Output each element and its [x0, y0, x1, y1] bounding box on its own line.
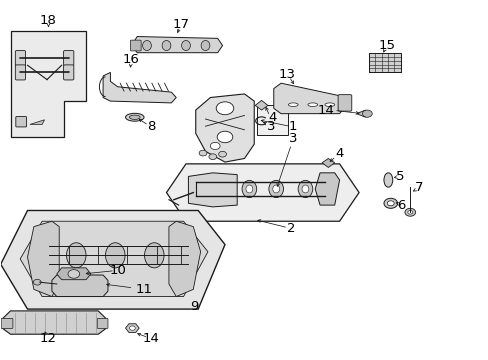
Polygon shape: [52, 275, 108, 297]
Ellipse shape: [142, 41, 151, 50]
FancyBboxPatch shape: [15, 50, 25, 66]
Circle shape: [217, 131, 232, 143]
Ellipse shape: [288, 103, 298, 107]
Circle shape: [129, 326, 135, 330]
Polygon shape: [315, 173, 339, 205]
Circle shape: [407, 211, 412, 214]
FancyBboxPatch shape: [368, 53, 400, 72]
Circle shape: [218, 151, 226, 157]
Polygon shape: [195, 94, 254, 162]
Ellipse shape: [302, 185, 308, 193]
Ellipse shape: [383, 173, 392, 187]
Ellipse shape: [129, 115, 140, 120]
Text: 5: 5: [395, 170, 404, 183]
Ellipse shape: [268, 180, 283, 198]
Polygon shape: [30, 120, 44, 125]
Ellipse shape: [162, 41, 170, 50]
Text: 4: 4: [335, 147, 343, 159]
Circle shape: [386, 201, 393, 206]
Ellipse shape: [272, 185, 279, 193]
Text: 4: 4: [268, 111, 276, 124]
Text: 11: 11: [136, 283, 153, 296]
Polygon shape: [322, 158, 334, 167]
Ellipse shape: [245, 185, 252, 193]
FancyBboxPatch shape: [130, 40, 141, 51]
Polygon shape: [166, 164, 358, 221]
Text: 12: 12: [40, 332, 57, 345]
Polygon shape: [168, 221, 200, 297]
Text: 14: 14: [317, 104, 334, 117]
Ellipse shape: [144, 243, 163, 268]
FancyBboxPatch shape: [16, 117, 26, 127]
Ellipse shape: [325, 103, 334, 107]
Circle shape: [199, 150, 206, 156]
Polygon shape: [131, 37, 222, 53]
Circle shape: [404, 208, 415, 216]
Circle shape: [33, 279, 41, 285]
Circle shape: [362, 110, 371, 117]
Text: 13: 13: [278, 68, 295, 81]
FancyBboxPatch shape: [15, 65, 25, 80]
Text: 6: 6: [397, 199, 405, 212]
FancyBboxPatch shape: [63, 50, 74, 66]
Polygon shape: [11, 31, 86, 137]
Text: 3: 3: [266, 120, 275, 133]
Text: 16: 16: [122, 53, 140, 66]
Polygon shape: [0, 211, 224, 309]
Polygon shape: [273, 83, 346, 114]
Text: 14: 14: [142, 332, 159, 345]
Text: 10: 10: [109, 264, 126, 277]
Text: 3: 3: [288, 132, 297, 145]
Polygon shape: [188, 173, 237, 207]
Ellipse shape: [307, 103, 317, 107]
Polygon shape: [356, 110, 365, 117]
Text: 7: 7: [414, 181, 423, 194]
Ellipse shape: [105, 243, 125, 268]
FancyBboxPatch shape: [97, 319, 108, 328]
Text: 18: 18: [40, 14, 57, 27]
Polygon shape: [103, 72, 176, 103]
Circle shape: [208, 154, 216, 159]
Ellipse shape: [125, 113, 144, 121]
Ellipse shape: [201, 41, 209, 50]
FancyBboxPatch shape: [337, 95, 351, 111]
FancyBboxPatch shape: [63, 65, 74, 80]
Ellipse shape: [66, 243, 86, 268]
Polygon shape: [255, 100, 267, 110]
Polygon shape: [57, 268, 91, 280]
Circle shape: [68, 270, 80, 278]
Text: 2: 2: [286, 222, 294, 235]
Text: 17: 17: [172, 18, 189, 31]
Circle shape: [210, 142, 220, 149]
Polygon shape: [27, 221, 59, 297]
Circle shape: [383, 198, 397, 208]
Polygon shape: [3, 311, 105, 334]
Text: 8: 8: [146, 121, 155, 134]
Polygon shape: [20, 221, 207, 297]
Ellipse shape: [181, 41, 190, 50]
Text: 15: 15: [378, 39, 395, 52]
Text: 1: 1: [288, 121, 297, 134]
Text: 9: 9: [190, 300, 199, 313]
Ellipse shape: [242, 180, 256, 198]
Circle shape: [216, 102, 233, 115]
FancyBboxPatch shape: [256, 105, 288, 135]
FancyBboxPatch shape: [1, 319, 13, 328]
Ellipse shape: [298, 180, 312, 198]
